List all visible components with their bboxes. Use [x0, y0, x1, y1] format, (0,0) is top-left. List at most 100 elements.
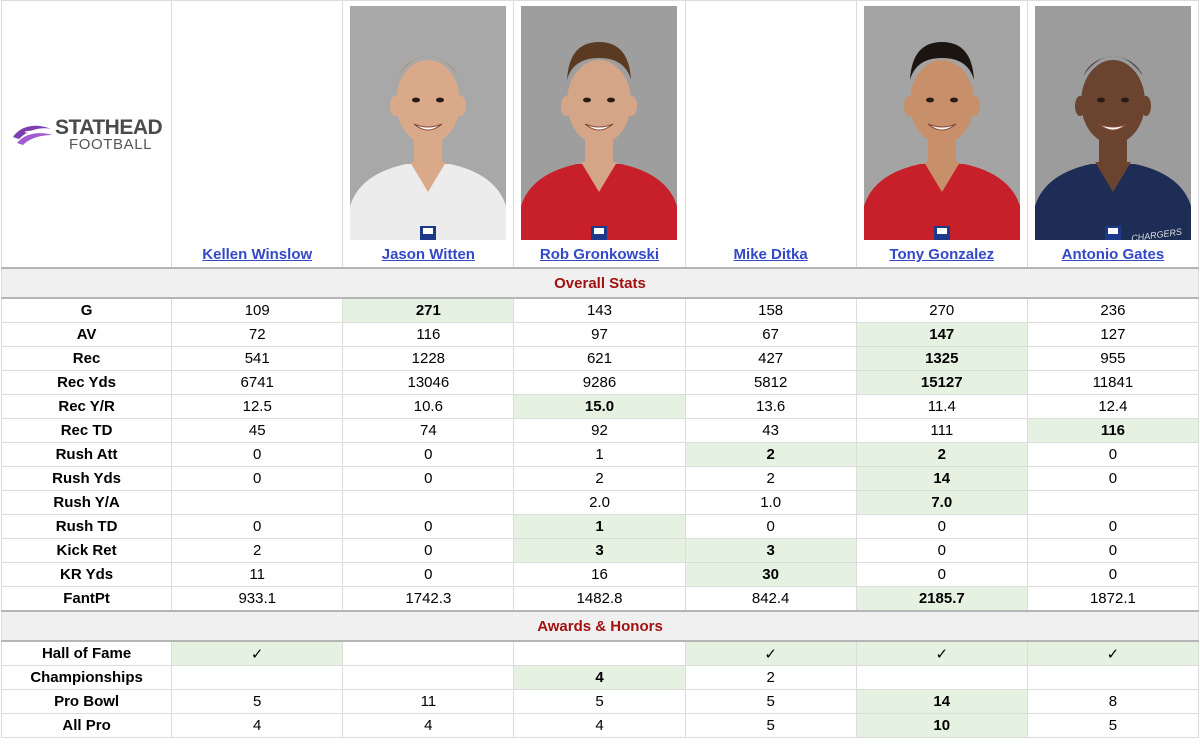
stat-label: Kick Ret: [0, 538, 173, 563]
stat-value: 2: [855, 442, 1028, 467]
stat-value: 0: [171, 514, 344, 539]
stat-value: 236: [1026, 297, 1200, 323]
stat-row: Rec TD 45 74 92 43 111 116: [0, 418, 1200, 443]
stat-value: 14: [855, 466, 1028, 491]
player-silhouette: [521, 6, 678, 240]
stat-label: KR Yds: [0, 562, 173, 587]
stat-value: [1026, 490, 1200, 515]
section-title: Overall Stats: [1, 267, 1199, 299]
stat-value: 15127: [855, 370, 1028, 395]
stat-value: 158: [684, 297, 857, 323]
stat-value: 541: [171, 346, 344, 371]
player-link[interactable]: Mike Ditka: [733, 246, 808, 263]
stat-value: 97: [513, 322, 686, 347]
player-cell-tony-gonzalez: Tony Gonzalez: [855, 0, 1028, 269]
stat-value: 12.4: [1026, 394, 1200, 419]
stat-row: Rush Y/A 2.0 1.0 7.0: [0, 490, 1200, 515]
stat-value: ✓: [855, 640, 1028, 666]
stat-value: 11: [342, 689, 515, 714]
stat-value: 0: [855, 562, 1028, 587]
stat-value: 5: [684, 689, 857, 714]
stat-label: Rush Yds: [0, 466, 173, 491]
player-photo[interactable]: CHARGERS: [1034, 6, 1191, 240]
stat-value: 1: [513, 442, 686, 467]
stat-value: 2: [171, 538, 344, 563]
player-link[interactable]: Tony Gonzalez: [889, 246, 995, 263]
stat-value: 0: [1026, 562, 1200, 587]
stat-value: 5812: [684, 370, 857, 395]
stat-label: Rec Yds: [0, 370, 173, 395]
stat-value: ✓: [684, 640, 857, 666]
logo-main-text: STATHEAD: [54, 115, 163, 139]
stat-value: 1872.1: [1026, 586, 1200, 612]
stat-row: Rec Y/R 12.5 10.6 15.0 13.6 11.4 12.4: [0, 394, 1200, 419]
stat-value: 72: [171, 322, 344, 347]
stat-value: 4: [342, 713, 515, 738]
stat-value: [171, 665, 344, 690]
stat-value: 6741: [171, 370, 344, 395]
stat-value: 2: [684, 665, 857, 690]
stat-value: [855, 665, 1028, 690]
player-photo[interactable]: [350, 6, 507, 240]
stat-value: 11: [171, 562, 344, 587]
stat-row: FantPt 933.1 1742.3 1482.8 842.4 2185.7 1872.1: [0, 586, 1200, 612]
player-cell-mike-ditka: Mike Ditka: [684, 0, 857, 269]
stat-row: Kick Ret 2 0 3 3 0 0: [0, 538, 1200, 563]
stat-value: 1325: [855, 346, 1028, 371]
stat-value: 0: [171, 442, 344, 467]
stat-value: 3: [513, 538, 686, 563]
player-cell-rob-gronkowski: Rob Gronkowski: [513, 0, 686, 269]
player-photo[interactable]: [863, 6, 1020, 240]
player-photo[interactable]: [521, 6, 678, 240]
stat-value: ✓: [1026, 640, 1200, 666]
stat-value: 74: [342, 418, 515, 443]
stat-value: 0: [684, 514, 857, 539]
stat-value: 427: [684, 346, 857, 371]
stat-row: G 109 271 143 158 270 236: [0, 297, 1200, 323]
stat-value: 0: [855, 514, 1028, 539]
stat-label: Championships: [0, 665, 173, 690]
player-link[interactable]: Antonio Gates: [1061, 246, 1165, 263]
stat-value: 4: [513, 713, 686, 738]
player-silhouette: [863, 6, 1020, 240]
stat-row: Hall of Fame ✓ ✓ ✓ ✓: [0, 640, 1200, 666]
logo-sub-text: FOOTBALL: [68, 135, 153, 153]
stat-value: 67: [684, 322, 857, 347]
player-link[interactable]: Rob Gronkowski: [539, 246, 660, 263]
player-silhouette: CHARGERS: [1034, 6, 1191, 240]
stat-value: 7.0: [855, 490, 1028, 515]
stat-label: Rec Y/R: [0, 394, 173, 419]
stat-value: 16: [513, 562, 686, 587]
stat-value: 842.4: [684, 586, 857, 612]
stat-value: 13.6: [684, 394, 857, 419]
stat-value: 5: [1026, 713, 1200, 738]
stat-value: 0: [342, 466, 515, 491]
stat-row: Championships 4 2: [0, 665, 1200, 690]
stat-value: 143: [513, 297, 686, 323]
stat-value: 1228: [342, 346, 515, 371]
player-cell-jason-witten: Jason Witten: [342, 0, 515, 269]
stat-value: 955: [1026, 346, 1200, 371]
stat-value: 9286: [513, 370, 686, 395]
player-link[interactable]: Kellen Winslow: [202, 246, 313, 263]
player-link[interactable]: Jason Witten: [381, 246, 475, 263]
stat-value: 10.6: [342, 394, 515, 419]
stat-value: 15.0: [513, 394, 686, 419]
stat-label: G: [0, 297, 173, 323]
stat-value: 13046: [342, 370, 515, 395]
player-cell-kellen-winslow: Kellen Winslow: [171, 0, 344, 269]
stat-value: 0: [1026, 442, 1200, 467]
stat-value: 271: [342, 297, 515, 323]
stathead-logo[interactable]: STATHEAD FOOTBALL: [2, 117, 171, 152]
stat-label: Pro Bowl: [0, 689, 173, 714]
logo-cell: STATHEAD FOOTBALL: [0, 0, 173, 269]
stat-value: 621: [513, 346, 686, 371]
stat-label: Rush Att: [0, 442, 173, 467]
stat-value: 11.4: [855, 394, 1028, 419]
stat-value: 116: [342, 322, 515, 347]
stat-value: 111: [855, 418, 1028, 443]
stat-value: 0: [855, 538, 1028, 563]
stat-row: Rec 541 1228 621 427 1325 955: [0, 346, 1200, 371]
stat-value: 5: [513, 689, 686, 714]
stat-value: 2: [684, 466, 857, 491]
